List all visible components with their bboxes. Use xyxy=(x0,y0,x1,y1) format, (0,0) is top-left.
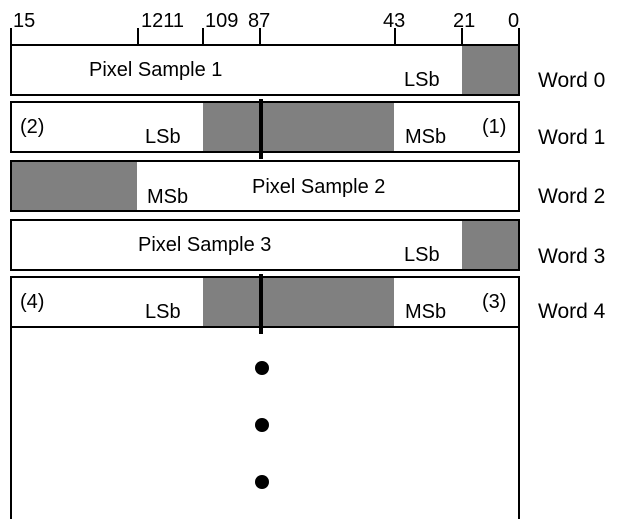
tick-mark xyxy=(518,28,520,46)
lsb-label: LSb xyxy=(145,301,181,323)
msb-label: MSb xyxy=(405,301,447,323)
bit-label-0: 0 xyxy=(508,10,520,32)
shaded-bits xyxy=(462,221,518,269)
byte-boundary xyxy=(259,99,263,159)
bit-label-2-1: 21 xyxy=(453,10,476,32)
msb-label: MSb xyxy=(147,186,189,208)
note-label: (3) xyxy=(482,291,507,313)
word-row-1: (2) LSb MSb (1) xyxy=(10,99,520,159)
bit-label-15: 15 xyxy=(13,10,36,32)
word-row-4: (4) LSb MSb (3) xyxy=(10,274,520,334)
word-label-1: Word 1 xyxy=(538,126,606,149)
note-label: (1) xyxy=(482,116,507,138)
shaded-bits xyxy=(203,103,394,151)
bit-label-8-7: 87 xyxy=(248,10,271,32)
lsb-label: LSb xyxy=(404,244,440,266)
note-label: (4) xyxy=(20,291,45,313)
pixel-sample-label: Pixel Sample 1 xyxy=(89,59,223,81)
bit-label-4-3: 43 xyxy=(383,10,406,32)
tick-mark xyxy=(137,28,139,46)
ellipsis-dot xyxy=(255,361,269,375)
word-label-4: Word 4 xyxy=(538,300,606,323)
word-label-2: Word 2 xyxy=(538,185,606,208)
tick-mark xyxy=(202,28,204,46)
word-row-2: MSb Pixel Sample 2 xyxy=(10,160,520,212)
pixel-sample-label: Pixel Sample 2 xyxy=(252,176,386,198)
word-label-0: Word 0 xyxy=(538,69,606,92)
word-label-3: Word 3 xyxy=(538,245,606,268)
lsb-label: LSb xyxy=(145,126,181,148)
tick-mark xyxy=(259,28,261,46)
msb-label: MSb xyxy=(405,126,447,148)
shaded-bits xyxy=(12,162,137,210)
lsb-label: LSb xyxy=(404,69,440,91)
word-row-0: Pixel Sample 1 LSb xyxy=(10,44,520,96)
continuation-right-edge xyxy=(518,327,520,519)
ellipsis-dot xyxy=(255,475,269,489)
continuation-left-edge xyxy=(10,327,12,519)
shaded-bits xyxy=(203,278,394,326)
tick-mark xyxy=(394,28,396,46)
bit-label-10-9: 109 xyxy=(205,10,239,32)
shaded-bits xyxy=(462,46,518,94)
note-label: (2) xyxy=(20,116,45,138)
byte-boundary xyxy=(259,274,263,334)
bit-label-12-11: 1211 xyxy=(141,10,185,32)
word-row-3: Pixel Sample 3 LSb xyxy=(10,219,520,271)
pixel-sample-label: Pixel Sample 3 xyxy=(138,234,272,256)
tick-mark xyxy=(461,28,463,46)
ellipsis-dot xyxy=(255,418,269,432)
tick-mark xyxy=(10,28,12,46)
